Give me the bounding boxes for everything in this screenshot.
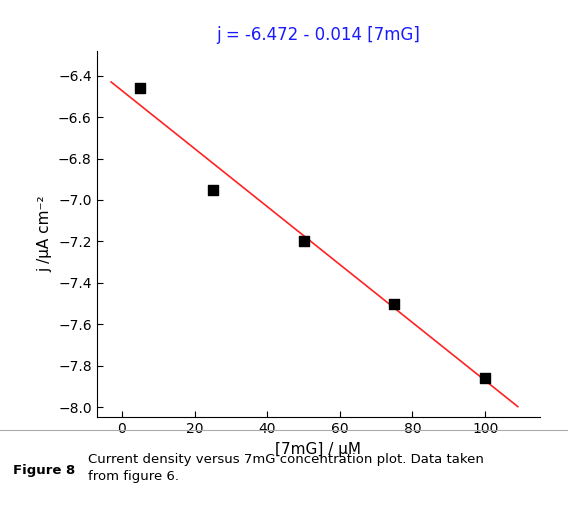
Point xyxy=(390,299,399,307)
Title: j = -6.472 - 0.014 [7mG]: j = -6.472 - 0.014 [7mG] xyxy=(216,26,420,44)
Point xyxy=(208,186,218,194)
X-axis label: [7mG] / μM: [7mG] / μM xyxy=(275,442,361,457)
Text: Current density versus 7mG concentration plot. Data taken
from figure 6.: Current density versus 7mG concentration… xyxy=(88,453,484,483)
Y-axis label: j /μA cm⁻²: j /μA cm⁻² xyxy=(37,196,52,272)
Point xyxy=(299,237,308,245)
Point xyxy=(136,84,145,92)
Point xyxy=(481,374,490,382)
Text: Figure 8: Figure 8 xyxy=(13,464,75,477)
